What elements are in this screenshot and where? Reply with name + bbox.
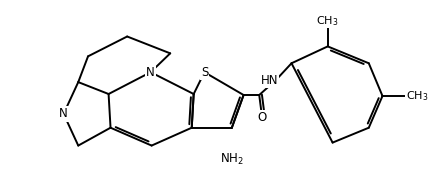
- Text: NH$_2$: NH$_2$: [220, 151, 244, 167]
- Text: CH$_3$: CH$_3$: [406, 89, 428, 103]
- Text: CH$_3$: CH$_3$: [316, 14, 339, 28]
- Text: N: N: [146, 66, 155, 79]
- Text: N: N: [59, 107, 68, 120]
- Text: S: S: [201, 66, 208, 79]
- Text: O: O: [258, 111, 267, 124]
- Text: HN: HN: [261, 74, 278, 87]
